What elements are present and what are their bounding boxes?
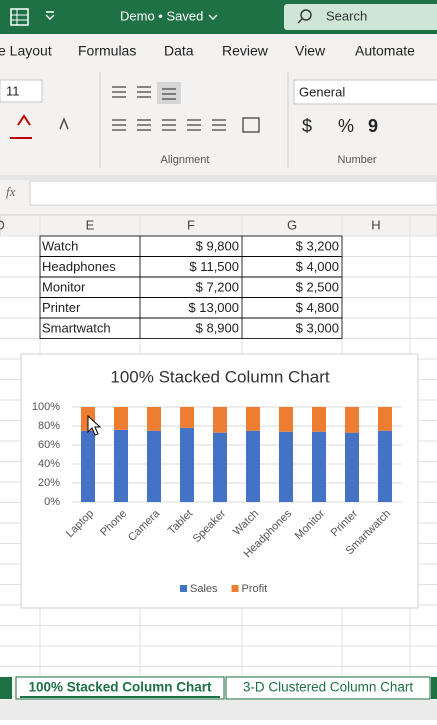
status-bar <box>0 700 437 720</box>
bar-segment[interactable] <box>246 407 260 431</box>
bar-segment[interactable] <box>345 407 359 433</box>
group-label: Number <box>337 154 376 166</box>
number-format-box[interactable] <box>293 79 437 105</box>
sheet-tab-label[interactable]: 100% Stacked Column Chart <box>28 680 212 695</box>
y-tick-label: 40% <box>38 458 60 470</box>
search-box[interactable] <box>284 4 437 30</box>
ribbon-tab[interactable]: Data <box>164 43 194 59</box>
align-selected <box>157 82 181 104</box>
bar-segment[interactable] <box>213 407 227 433</box>
ribbon-tab[interactable]: Automate <box>355 43 415 59</box>
bar-segment[interactable] <box>312 407 326 432</box>
column-header[interactable]: H <box>371 217 380 232</box>
divider <box>0 175 437 180</box>
table-row <box>39 317 343 339</box>
cell[interactable]: Watch <box>42 239 78 254</box>
bar-segment[interactable] <box>114 429 128 502</box>
alignment-icons[interactable] <box>112 86 226 131</box>
bar-segment[interactable] <box>378 430 392 502</box>
bar-segment[interactable] <box>114 407 128 430</box>
cell[interactable]: $ 4,000 <box>296 259 339 274</box>
legend-label[interactable]: Sales <box>190 583 218 595</box>
column-header[interactable]: E <box>86 217 95 232</box>
bar-segment[interactable] <box>147 430 161 502</box>
column-header[interactable]: D <box>0 217 5 232</box>
y-tick-label: 0% <box>44 496 60 508</box>
fill-color-icon[interactable] <box>10 114 32 139</box>
bar-segment[interactable] <box>345 432 359 502</box>
bar-segment[interactable] <box>213 432 227 502</box>
mouse-cursor <box>87 414 102 436</box>
cell[interactable]: $ 3,200 <box>296 239 339 254</box>
bar-segment[interactable] <box>279 431 293 502</box>
cell[interactable]: $ 4,800 <box>296 300 339 315</box>
search-icon <box>300 9 312 21</box>
y-tick-label: 20% <box>38 477 60 489</box>
font-size[interactable]: 11 <box>6 83 20 98</box>
cell[interactable]: Smartwatch <box>42 321 111 336</box>
merge-icon[interactable] <box>242 117 260 133</box>
cell[interactable]: $ 7,200 <box>196 280 239 295</box>
cell[interactable]: $ 3,000 <box>296 321 339 336</box>
bar-segment[interactable] <box>180 427 194 502</box>
bar-segment[interactable] <box>378 407 392 431</box>
search-placeholder[interactable]: Search <box>326 8 367 23</box>
legend-swatch[interactable] <box>180 585 187 592</box>
currency-button[interactable]: $ <box>302 116 312 136</box>
bar-segment[interactable] <box>312 431 326 502</box>
app-icon[interactable] <box>10 8 29 26</box>
app-icon-grid <box>11 9 28 25</box>
cell[interactable]: $ 2,500 <box>296 280 339 295</box>
cell[interactable]: $ 13,000 <box>188 300 239 315</box>
static-texts: Demo • Saved Search 11 General Alignment… <box>6 8 378 199</box>
divider <box>0 206 437 215</box>
legend-label[interactable]: Profit <box>242 583 268 595</box>
fx-label[interactable]: fx <box>6 184 16 199</box>
font-size-box[interactable] <box>0 79 43 103</box>
chart-title: 100% Stacked Column Chart <box>110 367 330 386</box>
number-format[interactable]: General <box>299 84 345 99</box>
comma-button[interactable]: 9 <box>368 116 378 136</box>
bar-segment[interactable] <box>147 407 161 431</box>
cell[interactable]: $ 9,800 <box>196 239 239 254</box>
cell[interactable]: $ 11,500 <box>189 259 239 274</box>
ribbon-tab[interactable]: View <box>295 43 326 59</box>
tab-marker <box>431 677 437 699</box>
bar-segment[interactable] <box>81 430 95 502</box>
column-header[interactable]: G <box>287 217 297 232</box>
quick-access[interactable] <box>45 11 55 20</box>
cell[interactable]: Printer <box>42 300 81 315</box>
bar-segment[interactable] <box>279 407 293 432</box>
formula-input[interactable] <box>29 180 437 206</box>
group-label: Alignment <box>161 154 210 166</box>
column-header[interactable]: F <box>187 217 195 232</box>
ribbon-tab[interactable]: e Layout <box>0 43 52 59</box>
sheet-tab[interactable] <box>15 676 225 700</box>
y-tick-label: 60% <box>38 439 60 451</box>
cell[interactable]: Headphones <box>42 259 116 274</box>
sheet-tab[interactable] <box>225 676 431 700</box>
bar-segment[interactable] <box>246 430 260 502</box>
percent-button[interactable]: % <box>338 116 354 136</box>
bar-segment[interactable] <box>180 407 194 428</box>
doc-menu[interactable] <box>208 14 218 20</box>
tab-marker <box>0 677 12 699</box>
font-color-icon[interactable] <box>59 117 69 130</box>
ribbon-tab[interactable]: Review <box>222 43 269 59</box>
search-icon-handle <box>297 18 303 24</box>
document-name[interactable]: Demo • Saved <box>120 8 203 23</box>
ribbon-tab[interactable]: Formulas <box>78 43 136 59</box>
cell[interactable]: Monitor <box>42 280 86 295</box>
cell[interactable]: $ 8,900 <box>196 321 239 336</box>
y-tick-label: 100% <box>32 401 60 413</box>
legend-swatch[interactable] <box>231 585 239 592</box>
y-tick-label: 80% <box>38 420 60 432</box>
sheet-tab-label[interactable]: 3-D Clustered Column Chart <box>243 680 414 695</box>
